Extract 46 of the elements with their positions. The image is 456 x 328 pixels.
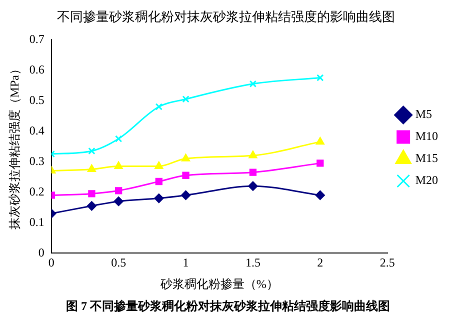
point bbox=[115, 135, 122, 142]
x-tick-label: 2 bbox=[317, 256, 324, 270]
legend-label: M5 bbox=[415, 107, 432, 122]
point bbox=[249, 168, 257, 176]
point bbox=[88, 190, 96, 198]
point bbox=[155, 103, 162, 110]
point bbox=[115, 187, 122, 194]
point bbox=[315, 190, 325, 200]
point bbox=[316, 160, 324, 167]
y-tick-label: 0.4 bbox=[29, 123, 44, 138]
x-tick-label: 0 bbox=[48, 256, 54, 270]
point bbox=[181, 190, 191, 200]
x-tick-label: 1.5 bbox=[245, 256, 260, 270]
point bbox=[114, 161, 123, 169]
y-tick-label: 0.6 bbox=[29, 62, 44, 76]
chart-title: 不同掺量砂浆稠化粉对抹灰砂浆拉伸粘结强度的影响曲线图 bbox=[57, 9, 395, 24]
y-tick-label: 0.7 bbox=[29, 32, 44, 46]
y-tick-label: 0.3 bbox=[29, 154, 44, 168]
y-axis-title: 抹灰砂浆拉伸粘结强度（MPa） bbox=[7, 63, 22, 230]
point bbox=[248, 150, 258, 158]
x-tick-label: 0.5 bbox=[111, 256, 126, 270]
point bbox=[316, 137, 324, 145]
point bbox=[316, 74, 324, 82]
legend-label: M20 bbox=[415, 173, 438, 188]
x-tick-label: 1 bbox=[182, 256, 189, 270]
point bbox=[249, 80, 257, 88]
legend-label: M10 bbox=[415, 129, 438, 144]
point bbox=[248, 181, 258, 191]
point bbox=[182, 172, 190, 179]
point bbox=[86, 201, 96, 211]
x-tick-label: 2.5 bbox=[380, 256, 395, 270]
point bbox=[114, 196, 124, 206]
point bbox=[182, 96, 190, 103]
x-axis-title: 砂浆稠化粉掺量（%） bbox=[159, 276, 278, 291]
point bbox=[154, 161, 164, 169]
y-tick-label: 0.2 bbox=[29, 184, 44, 198]
legend-label: M15 bbox=[415, 151, 438, 166]
point bbox=[88, 147, 96, 155]
point bbox=[154, 194, 164, 204]
y-tick-label: 0.5 bbox=[29, 92, 44, 107]
y-tick-label: 0.1 bbox=[29, 214, 44, 229]
point bbox=[155, 178, 162, 186]
point bbox=[182, 154, 190, 162]
point bbox=[88, 164, 96, 172]
caption: 图 7 不同掺量砂浆稠化粉对抹灰砂浆拉伸粘结强度影响曲线图 bbox=[65, 298, 391, 315]
y-tick-label: 0 bbox=[38, 245, 44, 260]
